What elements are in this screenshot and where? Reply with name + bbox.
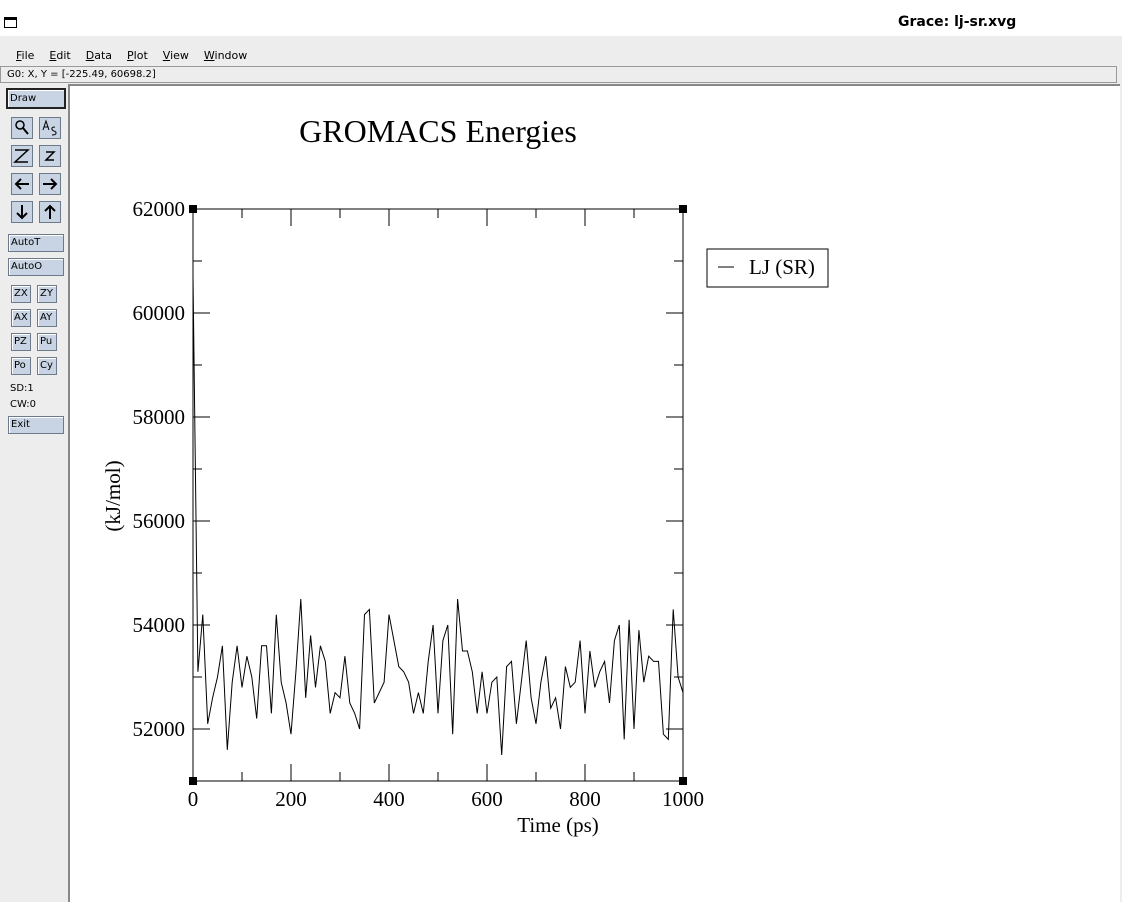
canvas: GROMACS Energies Time (ps) (kJ/mol) 0 200… <box>68 84 1120 902</box>
tool-button[interactable]: ZY <box>37 285 57 303</box>
y-tick-label: 58000 <box>133 405 186 429</box>
icon <box>42 119 57 136</box>
y-tick-label: 60000 <box>133 301 186 325</box>
scroll-down-button[interactable] <box>11 201 33 223</box>
selection-handle <box>679 777 687 785</box>
y-tick-label: 52000 <box>133 717 186 741</box>
tool-button[interactable]: Po <box>11 357 31 375</box>
y-tick-label: 56000 <box>133 509 186 533</box>
window-title: Grace: lj-sr.xvg <box>898 14 1017 30</box>
menu-item[interactable]: View <box>162 49 189 62</box>
window-menu-icon[interactable] <box>4 17 17 28</box>
series-line <box>192 276 684 756</box>
menu-item[interactable]: Edit <box>49 49 71 62</box>
zoom-button[interactable] <box>11 117 33 139</box>
chart-title: GROMACS Energies <box>299 113 577 149</box>
zoom-out-button[interactable] <box>39 145 61 167</box>
menu-item[interactable]: File <box>16 49 35 62</box>
x-tick-label: 400 <box>373 787 405 811</box>
status-line: G0: X, Y = [-225.49, 60698.2] <box>0 66 1117 83</box>
draw-button[interactable]: Draw <box>6 88 66 109</box>
x-tick-label: 800 <box>569 787 601 811</box>
tool-button[interactable]: Cy <box>37 357 57 375</box>
icon <box>43 178 58 190</box>
scroll-up-button[interactable] <box>39 201 61 223</box>
x-tick-label: 600 <box>471 787 503 811</box>
tool-button[interactable]: AY <box>37 309 57 327</box>
icon <box>15 120 29 135</box>
scroll-left-button[interactable] <box>11 173 33 195</box>
set-info: CW:0 <box>10 399 37 410</box>
set-info: SD:1 <box>10 383 34 394</box>
legend-box <box>706 248 829 288</box>
autoscale-button[interactable]: AutoO <box>8 258 64 276</box>
x-tick-label: 0 <box>188 787 199 811</box>
x-tick-label: 200 <box>275 787 307 811</box>
x-tick-label: 1000 <box>662 787 704 811</box>
plot-frame <box>192 208 684 782</box>
selection-handle <box>679 205 687 213</box>
zoom-in-button[interactable] <box>11 145 33 167</box>
tool-button[interactable]: AX <box>11 309 31 327</box>
menu-item[interactable]: Data <box>85 49 113 62</box>
icon <box>14 178 29 190</box>
selection-handle <box>189 205 197 213</box>
menu-bar: File Edit Data Plot View Window <box>16 44 262 63</box>
icon <box>13 149 30 163</box>
text-button[interactable] <box>39 117 61 139</box>
legend-label: LJ (SR) <box>749 255 815 279</box>
scroll-right-button[interactable] <box>39 173 61 195</box>
selection-handle <box>189 777 197 785</box>
menu-item[interactable]: Plot <box>127 49 148 62</box>
y-tick-label: 54000 <box>133 613 186 637</box>
y-axis-label: (kJ/mol) <box>101 460 125 531</box>
exit-button[interactable]: Exit <box>8 416 64 434</box>
x-axis-label: Time (ps) <box>517 813 599 837</box>
tool-button[interactable]: ZX <box>11 285 31 303</box>
icon <box>44 151 56 161</box>
autoscale-button[interactable]: AutoT <box>8 234 64 252</box>
y-tick-label: 62000 <box>133 197 186 221</box>
icon <box>44 204 56 219</box>
tool-button[interactable]: PZ <box>11 333 31 351</box>
menu-item[interactable]: Window <box>203 49 248 62</box>
chart: GROMACS Energies Time (ps) (kJ/mol) 0 200… <box>101 113 829 837</box>
icon <box>16 205 28 220</box>
title-bar: Grace: lj-sr.xvg <box>0 0 1122 36</box>
tool-button[interactable]: Pu <box>37 333 57 351</box>
